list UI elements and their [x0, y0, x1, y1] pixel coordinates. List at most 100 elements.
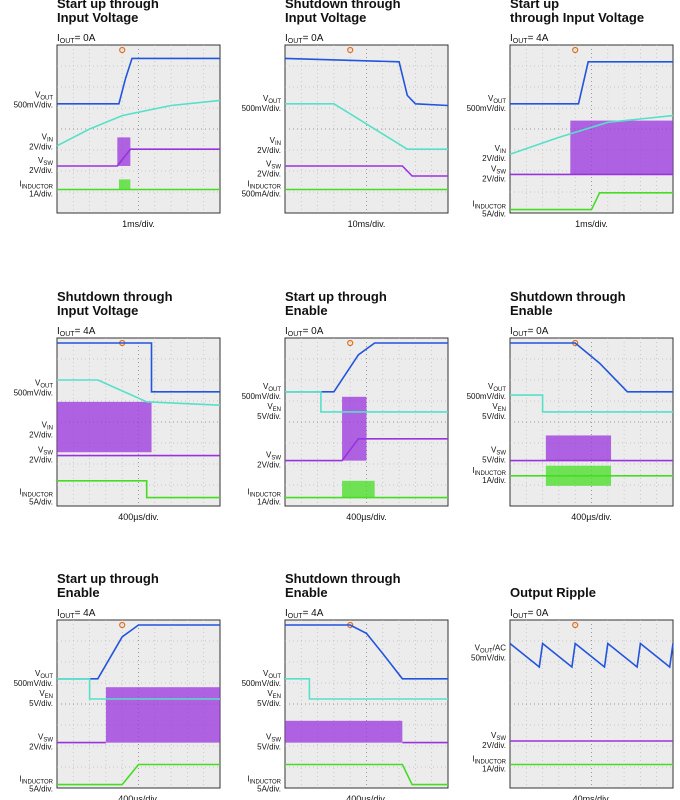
switching-burst: [342, 480, 375, 498]
channel-scale: 500mV/div.: [467, 104, 506, 113]
channel-subscript: IN: [47, 425, 53, 431]
channel-scale: 1A/div.: [29, 189, 53, 198]
panel-title: Input Voltage: [285, 10, 366, 25]
channel-symbol: V: [267, 402, 273, 411]
trace: [57, 379, 221, 406]
channel-symbol: V: [39, 689, 45, 698]
condition-subscript: OUT: [288, 38, 304, 45]
trace: [56, 99, 221, 147]
panel-title: Enable: [285, 585, 328, 600]
channel-name: VEN: [492, 402, 506, 413]
channel-scale: 5A/div.: [29, 785, 53, 794]
trace: [57, 148, 220, 167]
panel-title: Enable: [510, 303, 553, 318]
channel-scale: 500mV/div.: [242, 392, 281, 401]
panel-condition: IOUT= 4A: [285, 608, 324, 620]
condition-symbol: I: [285, 326, 288, 337]
timebase: 1ms/div.: [575, 219, 608, 229]
channel-scale: 2V/div.: [482, 154, 506, 163]
channel-subscript: INDUCTOR: [474, 205, 506, 211]
channel-subscript: OUT: [480, 649, 493, 655]
trace: [510, 60, 673, 105]
condition-symbol: I: [510, 326, 513, 337]
panel-condition: IOUT= 4A: [510, 33, 549, 45]
channel-name: VSW: [38, 446, 53, 457]
trigger-marker: [347, 339, 354, 347]
channel-name: VIN: [42, 420, 53, 431]
channel-subscript: SW: [271, 164, 281, 170]
channel-subscript: EN: [273, 694, 281, 700]
channel-subscript: OUT: [40, 674, 53, 680]
condition-value: = 0A: [528, 608, 549, 619]
channel-subscript: SW: [271, 738, 281, 744]
channel-scale: 2V/div.: [482, 741, 506, 750]
channel-scale: 2V/div.: [257, 146, 281, 155]
trace: [285, 103, 448, 150]
channel-symbol: V: [38, 733, 44, 742]
channel-name: IINDUCTOR: [472, 200, 506, 211]
switching-burst: [342, 396, 367, 461]
condition-subscript: OUT: [60, 38, 76, 45]
channel-subscript: INDUCTOR: [474, 759, 506, 765]
condition-subscript: OUT: [60, 331, 76, 338]
condition-value: = 0A: [528, 326, 549, 337]
channel-name: VSW: [491, 164, 506, 175]
channel-name: VOUT: [488, 94, 506, 105]
condition-symbol: I: [510, 608, 513, 619]
channel-name: VOUT: [488, 382, 506, 393]
channel-symbol: I: [472, 466, 474, 475]
channel-scale: 2V/div.: [257, 169, 281, 178]
channel-scale: 1A/div.: [257, 498, 281, 507]
channel-symbol: I: [247, 179, 249, 188]
panel-title: Start up: [510, 0, 559, 11]
channel-subscript: INDUCTOR: [21, 184, 53, 190]
channel-subscript: INDUCTOR: [474, 471, 506, 477]
channel-name: IINDUCTOR: [19, 179, 53, 190]
channel-symbol: V: [491, 731, 497, 740]
panel-title: Output Ripple: [510, 585, 596, 600]
channel-subscript: IN: [47, 137, 53, 143]
panel-title: Input Voltage: [57, 303, 138, 318]
channel-symbol: V: [488, 94, 494, 103]
trace: [57, 57, 220, 105]
channel-name: VSW: [491, 731, 506, 742]
condition-value: = 4A: [528, 33, 549, 44]
condition-subscript: OUT: [60, 613, 76, 620]
channel-symbol: V: [488, 382, 494, 391]
channel-symbol: V: [266, 159, 272, 168]
channel-subscript: OUT: [268, 99, 281, 105]
channel-subscript: EN: [273, 407, 281, 413]
channel-subscript: SW: [496, 736, 506, 742]
panel-title: Input Voltage: [57, 10, 138, 25]
channel-name: IINDUCTOR: [247, 775, 281, 786]
trace: [285, 165, 448, 177]
channel-scale: 5V/div.: [29, 699, 53, 708]
channel-subscript: SW: [496, 451, 506, 457]
channel-scale: 5V/div.: [257, 743, 281, 752]
channel-symbol: V: [267, 689, 273, 698]
panel-title: through Input Voltage: [510, 10, 644, 25]
condition-subscript: OUT: [288, 613, 304, 620]
trace: [284, 57, 449, 107]
channel-symbol: V: [42, 132, 48, 141]
condition-value: = 4A: [75, 326, 96, 337]
trigger-marker: [572, 621, 579, 629]
channel-symbol: V: [263, 382, 269, 391]
channel-scale: 500mV/div.: [14, 679, 53, 688]
channel-subscript: INDUCTOR: [249, 184, 281, 190]
channel-subscript: INDUCTOR: [249, 493, 281, 499]
panel-title: Shutdown through: [285, 571, 401, 586]
channel-subscript: EN: [45, 694, 53, 700]
condition-symbol: I: [285, 608, 288, 619]
trace: [510, 192, 673, 211]
condition-symbol: I: [57, 326, 60, 337]
channel-scale: 1A/div.: [482, 764, 506, 773]
channel-scale: 50mV/div.: [471, 654, 506, 663]
channel-name: IINDUCTOR: [247, 179, 281, 190]
